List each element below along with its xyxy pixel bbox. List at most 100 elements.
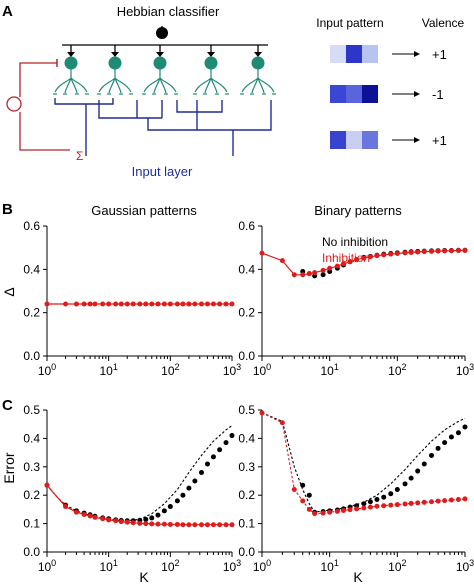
data-point [180,301,186,307]
neuron-3 [153,56,167,70]
data-point [198,469,204,475]
data-point [279,258,285,264]
y-tick-label: 0.1 [23,517,40,531]
input-line-2 [98,100,162,119]
data-point [448,497,454,503]
y-tick-label: 0.4 [238,262,255,276]
data-point [300,272,306,278]
input-line-1 [54,98,114,150]
y-tick-label: 0.0 [238,545,255,559]
data-point [361,505,367,511]
y-tick-label: 0.1 [238,517,255,531]
valence-3: +1 [432,133,447,148]
panel-b-ylabel: Δ [1,287,17,296]
data-point [291,487,297,493]
legend-no-inhibition: No inhibition [322,235,388,249]
input-line-3 [136,100,163,118]
data-point [210,454,216,460]
synapse-arrow [67,52,75,57]
x-tick-label: 102 [161,558,179,574]
data-point [192,522,198,528]
y-tick-label: 0.6 [238,219,255,233]
data-point [229,301,235,307]
synapse-arrow [207,52,215,57]
y-tick-label: 0.4 [238,431,255,445]
data-point [223,440,229,446]
data-point [381,494,387,500]
data-point [155,512,161,518]
plot-gaussian-delta: 0.0 0.2 0.4 0.6 100 101 102 103 [23,219,241,378]
dendrite-tree [98,69,132,94]
x-tick-label: 102 [388,362,406,378]
data-point [161,521,167,527]
data-point [217,522,223,528]
data-point [455,430,461,436]
data-point [186,522,192,528]
classifier-node [156,27,168,39]
data-point [161,508,167,514]
data-point [186,485,192,491]
data-point [106,301,112,307]
panel-c-ylabel: Error [1,452,17,483]
data-point [462,496,468,502]
data-point [106,517,112,523]
data-point [229,433,235,439]
data-point [429,248,435,254]
data-point [137,301,143,307]
y-tick-label: 0.5 [238,403,255,417]
classifier-title: Hebbian classifier [117,4,220,19]
data-point [124,519,130,525]
data-point [388,251,394,257]
data-point [442,248,448,254]
x-tick-label: 103 [456,362,474,378]
y-tick-label: 0.6 [23,219,40,233]
x-tick-label: 103 [223,362,241,378]
data-point [192,478,198,484]
x-tick-label: 101 [320,558,338,574]
data-point [279,420,285,426]
data-point [448,248,454,254]
data-point [312,511,318,517]
data-point [210,301,216,307]
x-tick-label: 101 [99,362,117,378]
pattern-cell [346,85,362,103]
data-point [137,520,143,526]
data-point [259,410,265,416]
data-point [174,498,180,504]
input-line-4 [147,100,272,156]
data-point [113,518,119,524]
data-point [130,301,136,307]
data-point [381,503,387,509]
data-point [408,249,414,255]
data-point [327,265,333,271]
data-point [149,521,155,527]
data-point [81,301,87,307]
data-point [402,250,408,256]
data-point [167,521,173,527]
legend-inhibition: Inhibition [322,251,370,265]
data-point [92,301,98,307]
data-point [204,522,210,528]
x-tick-label: 103 [456,558,474,574]
pattern-cell [346,45,362,63]
data-point [143,301,149,307]
x-tick-label: 100 [38,558,56,574]
arrow-head [414,51,420,57]
data-point [149,301,155,307]
data-point [435,498,441,504]
data-point [421,461,427,467]
data-point [394,502,400,508]
x-tick-label: 103 [223,558,241,574]
x-tick-label: 101 [320,362,338,378]
data-point [167,301,173,307]
series-dotted-line [261,412,466,515]
data-point [408,500,414,506]
data-point [143,516,149,522]
plot-gaussian-error: 0.0 0.1 0.2 0.3 0.4 0.5 100 101 102 103 [23,403,241,574]
panel-label-c: C [2,397,13,414]
dendrite-tree [143,69,177,94]
data-point [174,301,180,307]
data-point [63,301,69,307]
data-point [174,521,180,527]
data-point [421,249,427,255]
